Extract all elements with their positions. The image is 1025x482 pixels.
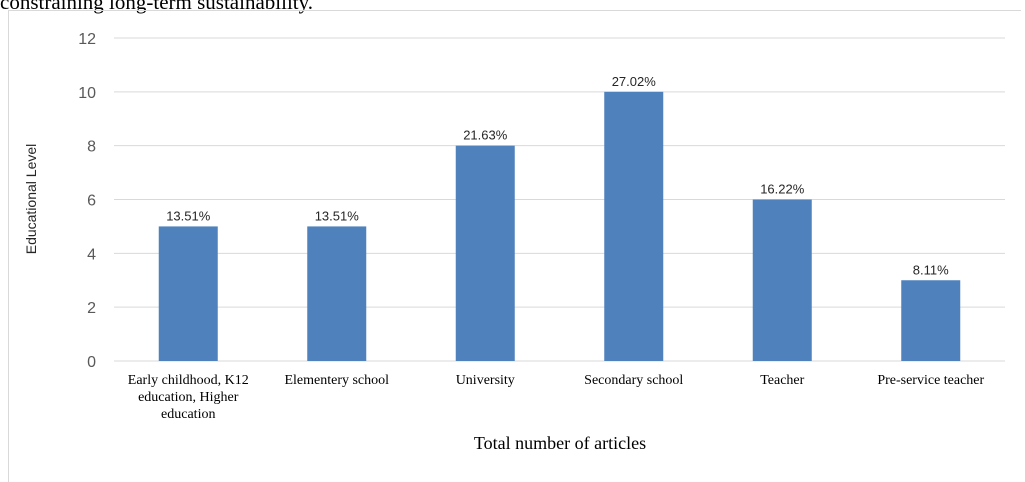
category-label: Teacher: [760, 373, 804, 388]
category-label: education: [161, 407, 215, 422]
category-label: education, Higher: [138, 390, 239, 405]
data-labels: 13.51% 13.51% 21.63% 27.02% 16.22% 8.11%: [166, 74, 949, 277]
y-tick-labels: 0 2 4 6 8 10 12: [78, 31, 96, 371]
bar: [604, 91, 664, 361]
y-axis-title: Educational Level: [23, 144, 39, 255]
category-label: Elementery school: [284, 373, 389, 388]
bar: [307, 226, 367, 361]
category-labels: Early childhood, K12 education, Higher edu…: [128, 373, 985, 422]
data-label: 21.63%: [463, 128, 508, 143]
chart-frame: [8, 10, 1021, 482]
category-label: Pre-service teacher: [877, 373, 984, 388]
category-label: University: [456, 373, 515, 388]
y-tick-label: 4: [87, 246, 96, 263]
y-tick-label: 0: [87, 354, 96, 371]
data-label: 13.51%: [315, 208, 360, 223]
bar: [901, 280, 961, 361]
gridlines: [114, 37, 1005, 362]
category-label: Secondary school: [584, 373, 683, 388]
data-label: 27.02%: [612, 74, 657, 89]
y-tick-label: 8: [87, 139, 96, 156]
y-tick-label: 10: [78, 85, 96, 102]
data-label: 16.22%: [760, 182, 805, 197]
bar: [752, 199, 812, 361]
y-tick-label: 2: [87, 300, 96, 317]
bars: [158, 91, 961, 361]
data-label: 13.51%: [166, 208, 211, 223]
bar: [455, 145, 515, 361]
y-tick-label: 6: [87, 193, 96, 210]
y-tick-label: 12: [78, 31, 96, 48]
category-label: Early childhood, K12: [128, 373, 249, 388]
x-axis-title: Total number of articles: [474, 433, 646, 453]
data-label: 8.11%: [913, 262, 949, 277]
bar: [158, 226, 218, 361]
